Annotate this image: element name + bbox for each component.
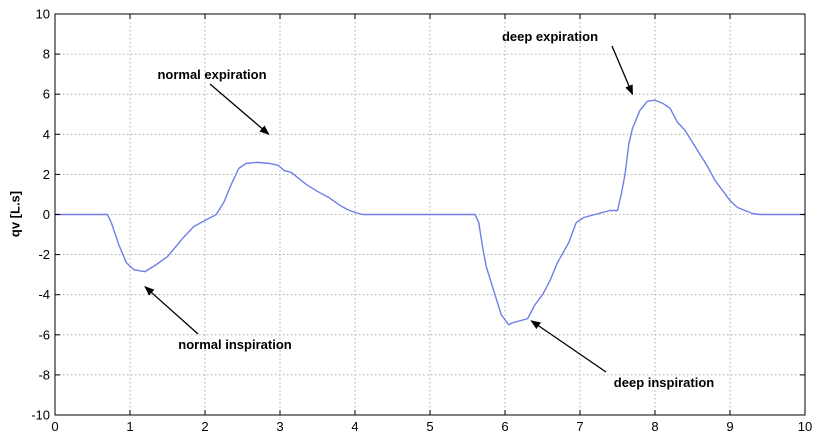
annotation-label: normal expiration [157, 67, 266, 82]
ticks: 0 1 2 3 4 5 6 7 8 9 10 10 8 6 4 2 0 -2 -4 -6 -8 -10 [31, 7, 812, 435]
y-tick-label: 4 [43, 127, 50, 142]
annotation-arrow [611, 45, 634, 96]
x-tick-label: 4 [351, 419, 358, 434]
annotation-label: deep expiration [502, 29, 598, 44]
x-tick-label: 9 [726, 419, 733, 434]
y-tick-label: -2 [38, 247, 50, 262]
annotation-label: normal inspiration [178, 337, 291, 352]
x-tick-label: 2 [201, 419, 208, 434]
x-tick-label: 5 [426, 419, 433, 434]
y-tick-label: -10 [31, 408, 50, 423]
annotation-arrow [144, 286, 199, 335]
annotation-arrow [530, 320, 607, 373]
y-tick-label: 10 [36, 7, 50, 22]
x-tick-label: 7 [576, 419, 583, 434]
y-tick-label: -4 [38, 287, 50, 302]
y-axis-label: qv [L.s] [7, 191, 22, 237]
x-tick-label: 10 [798, 419, 812, 434]
y-tick-label: 2 [43, 167, 50, 182]
annotation-arrow [209, 83, 270, 135]
y-tick-label: 6 [43, 87, 50, 102]
y-tick-label: -8 [38, 367, 50, 382]
annotations: normal expiration normal inspiration deep … [144, 29, 714, 390]
annotation-label: deep inspiration [614, 375, 714, 390]
y-tick-label: 0 [43, 207, 50, 222]
x-tick-label: 6 [501, 419, 508, 434]
y-tick-label: -6 [38, 327, 50, 342]
x-tick-label: 8 [651, 419, 658, 434]
series-line [55, 99, 805, 326]
series-layer [55, 99, 805, 326]
x-tick-label: 0 [51, 419, 58, 434]
y-tick-label: 8 [43, 47, 50, 62]
x-tick-label: 3 [276, 419, 283, 434]
x-tick-label: 1 [126, 419, 133, 434]
